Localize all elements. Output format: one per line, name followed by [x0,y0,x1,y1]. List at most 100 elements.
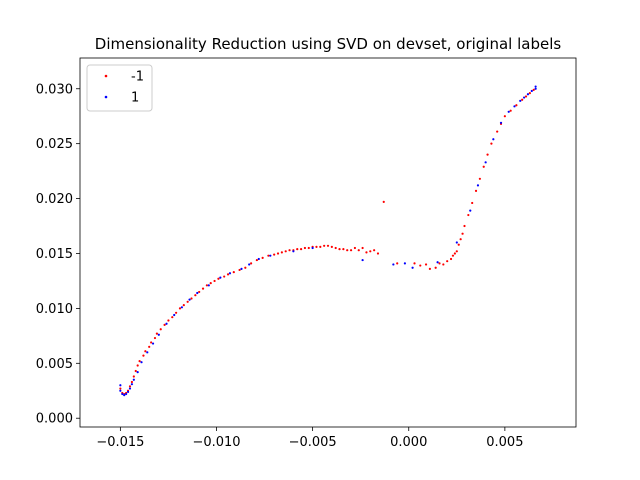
data-point [128,385,132,388]
data-point [442,263,445,266]
data-point [261,256,264,259]
x-tick-label: 0.000 [390,435,427,450]
data-point [522,96,526,99]
y-tick-label: 0.000 [36,412,73,427]
data-point [365,251,368,254]
data-point [457,243,460,246]
data-point [509,109,512,112]
legend-marker [104,74,108,78]
data-point [213,279,216,283]
data-point [175,311,178,314]
data-point [424,263,428,266]
data-point [226,273,230,276]
data-point [330,245,333,248]
data-point [438,262,441,265]
series-1 [119,85,537,397]
data-point [476,184,480,187]
data-point [144,350,147,353]
data-point [513,105,516,108]
data-point [182,304,185,307]
x-tick-label: −0.005 [289,435,337,450]
data-point [486,153,489,156]
data-point [357,249,360,252]
data-point [507,110,510,113]
y-tick-label: 0.015 [36,247,73,262]
data-point [163,323,166,326]
data-point [521,98,524,101]
data-point [467,213,470,217]
data-point [463,224,466,228]
y-tick-label: 0.030 [36,82,73,97]
legend-label: 1 [131,91,139,106]
data-point [280,251,283,254]
data-point [119,387,122,390]
data-point [178,307,182,310]
data-point [373,249,376,252]
data-point [267,254,270,257]
data-point [142,354,145,357]
data-point [315,245,318,248]
data-point [342,247,345,251]
data-point [353,246,357,250]
data-point [303,246,307,250]
data-point [490,142,493,145]
data-point [132,375,135,378]
x-tick-label: 0.005 [486,435,523,450]
plot-area [119,85,537,397]
data-point [403,262,406,265]
data-point [269,254,272,257]
axes: −0.015 −0.010 −0.005 0.000 0.005 0.000 0.005 0.… [36,82,524,450]
data-point [369,250,372,253]
data-point [198,290,201,294]
data-point [524,95,528,98]
data-point [528,92,531,95]
data-point [257,257,260,261]
legend-box [86,64,153,112]
data-point [526,93,530,96]
data-point [194,294,197,297]
data-point [223,275,226,278]
data-point [165,322,168,325]
data-point [436,261,439,264]
data-point [449,257,453,261]
data-point [471,201,474,205]
x-tick-label: −0.010 [192,435,240,450]
data-point [207,284,210,287]
data-point [248,263,251,266]
data-point [346,249,349,252]
data-point [534,87,537,90]
data-point [396,262,399,265]
data-point [119,389,122,392]
data-point [146,351,149,354]
data-point [126,390,130,393]
data-point [155,332,158,335]
data-point [446,260,449,263]
data-point [319,245,322,248]
data-point [515,104,518,107]
data-point [534,85,537,88]
data-point [499,121,503,124]
data-point [125,392,128,396]
data-point [188,298,191,301]
data-point [411,266,414,269]
data-point [244,266,247,269]
data-point [392,263,395,266]
y-tick-label: 0.005 [36,357,73,372]
data-point [334,246,337,250]
data-point [157,333,160,336]
data-point [349,249,353,252]
data-point [173,313,176,317]
data-point [255,258,258,262]
data-point [167,319,170,322]
data-point [361,246,364,250]
data-point [240,267,243,270]
data-point [201,287,205,290]
data-point [121,392,124,396]
data-point [323,244,326,247]
data-point [326,244,330,247]
data-point [209,282,212,285]
data-point [492,138,495,141]
data-point [299,247,303,251]
chart-title: Dimensionality Reduction using SVD on de… [95,35,562,53]
data-point [503,115,506,118]
